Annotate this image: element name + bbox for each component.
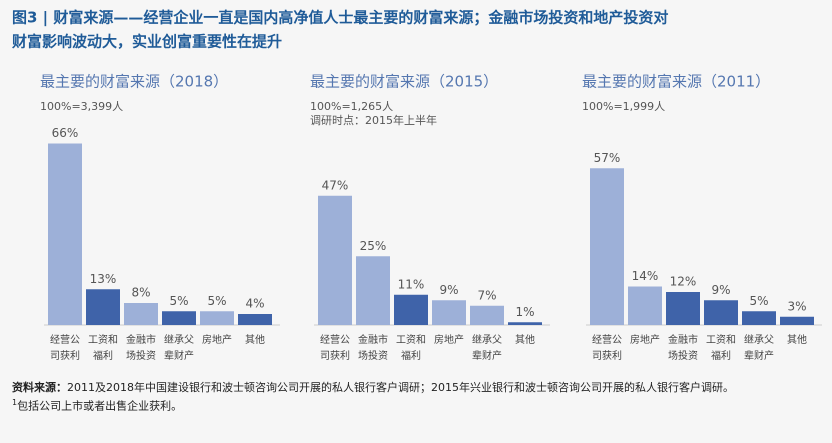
value-label: 5% [169, 294, 188, 308]
value-label: 13% [90, 272, 117, 286]
bar [780, 316, 814, 325]
value-label: 8% [131, 286, 150, 300]
value-label: 4% [245, 297, 264, 311]
chart-subtitle: 100%=3,399人 [40, 100, 123, 113]
value-label: 3% [787, 299, 806, 313]
chart-title: 最主要的财富来源（2011） [582, 73, 770, 91]
x-tick-label: 其他 [515, 333, 535, 346]
value-label: 66% [52, 126, 79, 140]
source-text: 2011及2018年中国建设银行和波士顿咨询公司开展的私人银行客户调研；2015… [67, 381, 734, 394]
x-tick-label: 经营公司获利 [320, 333, 350, 362]
x-tick-label: 经营公司获利 [50, 333, 80, 362]
value-label: 5% [749, 294, 768, 308]
chart-subtitle: 调研时点：2015年上半年 [310, 113, 437, 127]
x-tick-label: 其他 [245, 333, 265, 346]
value-label: 1% [515, 305, 534, 319]
x-tick-label: 工资和福利 [88, 334, 118, 362]
value-label: 47% [322, 178, 349, 192]
value-label: 14% [632, 269, 659, 283]
value-label: 7% [477, 288, 496, 302]
x-tick-label: 经营公司获利 [592, 333, 622, 362]
note-mark: 1 [12, 398, 18, 407]
bar [628, 286, 662, 325]
bar [432, 300, 466, 325]
bar [124, 303, 158, 325]
bar [86, 289, 120, 325]
bar [162, 311, 196, 325]
x-tick-label: 其他 [787, 333, 807, 346]
bar [742, 311, 776, 325]
value-label: 57% [594, 151, 621, 165]
chart: 图3 | 财富来源——经营企业一直是国内高净值人士最主要的财富来源；金融市场投资… [12, 9, 822, 362]
chart-title: 最主要的财富来源（2015） [310, 73, 498, 91]
x-tick-label: 房地产 [630, 333, 660, 346]
bar [238, 314, 272, 325]
bar [470, 305, 504, 325]
bar [356, 256, 390, 325]
bar [48, 143, 82, 325]
value-label: 9% [439, 283, 458, 297]
figure-title: 图3 | 财富来源——经营企业一直是国内高净值人士最主要的财富来源；金融市场投资… [12, 9, 668, 28]
footnotes: 资料来源：2011及2018年中国建设银行和波士顿咨询公司开展的私人银行客户调研… [12, 380, 818, 414]
x-tick-label: 房地产 [434, 333, 464, 346]
x-tick-label: 金融市场投资 [126, 333, 156, 362]
bar [200, 311, 234, 325]
x-tick-label: 工资和福利 [396, 334, 426, 362]
x-tick-label: 房地产 [202, 333, 232, 346]
bar [318, 195, 352, 325]
bar [508, 322, 542, 325]
value-label: 9% [711, 283, 730, 297]
chart-subtitle: 100%=1,265人 [310, 100, 393, 113]
x-tick-label: 继承父辈财产 [744, 333, 774, 362]
bar [666, 292, 700, 325]
value-label: 5% [207, 294, 226, 308]
value-label: 12% [670, 275, 697, 289]
bar [590, 168, 624, 325]
chart-subtitle: 100%=1,999人 [582, 100, 665, 113]
x-tick-label: 继承父辈财产 [472, 333, 502, 362]
note-text: 包括公司上市或者出售企业获利。 [17, 399, 183, 413]
value-label: 25% [360, 239, 387, 253]
source-label: 资料来源： [12, 381, 67, 394]
x-tick-label: 继承父辈财产 [164, 333, 194, 362]
x-tick-label: 金融市场投资 [358, 333, 388, 362]
x-tick-label: 工资和福利 [706, 334, 736, 362]
value-label: 11% [398, 277, 425, 291]
note: 1包括公司上市或者出售企业获利。 [12, 395, 818, 414]
bar [394, 294, 428, 325]
bar [704, 300, 738, 325]
source: 资料来源：2011及2018年中国建设银行和波士顿咨询公司开展的私人银行客户调研… [12, 380, 818, 395]
chart-title: 最主要的财富来源（2018） [40, 73, 228, 91]
x-tick-label: 金融市场投资 [668, 333, 698, 362]
figure-title: 财富影响波动大，实业创富重要性在提升 [12, 33, 282, 51]
